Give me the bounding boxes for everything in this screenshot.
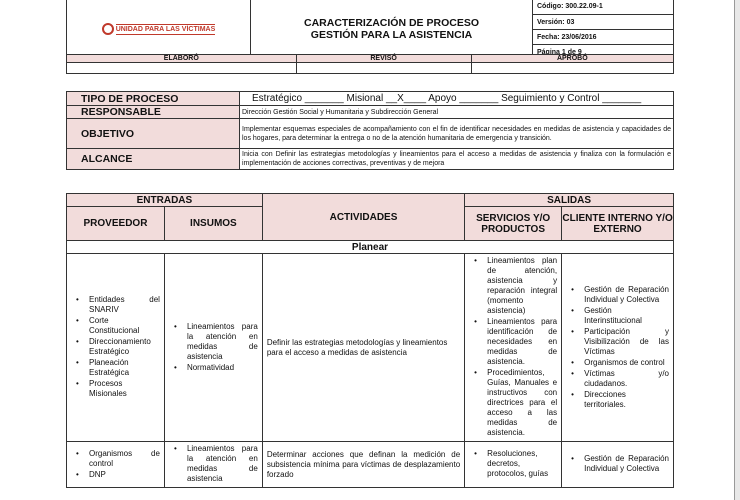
list-item: Lineamientos plan de atención, asistenci…	[469, 256, 557, 316]
list-item: Organismos de control	[71, 449, 160, 469]
scrollbar[interactable]	[734, 0, 740, 500]
list-item: Planeación Estratégica	[71, 358, 160, 378]
servicios-list: Resoluciones, decretos, protocolos, guía…	[469, 449, 557, 479]
logo-text: UNIDAD PARA LAS VÍCTIMAS	[115, 23, 216, 35]
codigo: Código: 300.22.09-1	[532, 0, 674, 15]
servicios-list: Lineamientos plan de atención, asistenci…	[469, 256, 557, 438]
alcance-label: ALCANCE	[66, 148, 240, 170]
list-item: Lineamientos para la atención en medidas…	[169, 444, 258, 484]
actividad-text: Definir las estrategias metodologías y l…	[261, 253, 466, 442]
list-item: Organismos de control	[566, 358, 669, 368]
process-matrix: ENTRADAS ACTIVIDADES SALIDAS PROVEEDOR INSU…	[66, 193, 674, 488]
cliente-header: CLIENTE INTERNO Y/O EXTERNO	[561, 206, 674, 241]
salidas-header: SALIDAS	[464, 193, 674, 207]
logo: UNIDAD PARA LAS VÍCTIMAS	[66, 0, 251, 60]
list-item: Direccionamiento Estratégico	[71, 337, 160, 357]
entradas-header: ENTRADAS	[66, 193, 263, 207]
table-row: Entidades del SNARIVCorte Constitucional…	[66, 253, 674, 442]
insumos-header: INSUMOS	[163, 206, 263, 241]
servicios-header: SERVICIOS Y/O PRODUCTOS	[464, 206, 563, 241]
cliente-list: Gestión de Reparación Individual y Colec…	[566, 285, 669, 410]
fecha: Fecha: 23/06/2016	[532, 29, 674, 45]
reviso-value	[295, 62, 472, 74]
list-item: DNP	[71, 470, 160, 480]
objetivo-value: Implementar esquemas especiales de acomp…	[239, 118, 674, 149]
document-header: UNIDAD PARA LAS VÍCTIMAS CARACTERIZACIÓN…	[66, 0, 674, 60]
list-item: Gestión de Reparación Individual y Colec…	[566, 285, 669, 305]
elaboro-value	[66, 62, 297, 74]
actividad-text: Determinar acciones que definan la medic…	[261, 441, 466, 488]
process-info-table: TIPO DE PROCESO Estratégico _______ Misio…	[66, 91, 674, 170]
list-item: Lineamientos para la atención en medidas…	[169, 322, 258, 362]
cliente-list: Gestión de Reparación Individual y Colec…	[566, 454, 669, 474]
aprobo-value	[470, 62, 675, 74]
proveedor-header: PROVEEDOR	[66, 206, 165, 241]
insumos-list: Lineamientos para la atención en medidas…	[169, 444, 258, 484]
table-row: Organismos de controlDNP Lineamientos pa…	[66, 441, 674, 488]
list-item: Direcciones territoriales.	[566, 390, 669, 410]
list-item: Víctimas y/o ciudadanos.	[566, 369, 669, 389]
coat-of-arms-icon	[101, 23, 114, 35]
document-title: CARACTERIZACIÓN DE PROCESO GESTIÓN PARA L…	[250, 0, 533, 60]
list-item: Gestión Interinstitucional	[566, 306, 669, 326]
list-item: Normatividad	[169, 363, 258, 373]
responsable-value: Dirección Gestión Social y Humanitaria y…	[239, 105, 674, 119]
tipo-value: Estratégico _______ Misional __X____ Apo…	[239, 91, 674, 106]
list-item: Entidades del SNARIV	[71, 295, 160, 315]
proveedor-list: Organismos de controlDNP	[71, 449, 160, 480]
list-item: Participación y Visibilización de las Ví…	[566, 327, 669, 357]
list-item: Corte Constitucional	[71, 316, 160, 336]
list-item: Procedimientos, Guías, Manuales e instru…	[469, 368, 557, 438]
actividades-header: ACTIVIDADES	[261, 193, 466, 241]
version: Versión: 03	[532, 14, 674, 30]
list-item: Gestión de Reparación Individual y Colec…	[566, 454, 669, 474]
proveedor-list: Entidades del SNARIVCorte Constitucional…	[71, 295, 160, 399]
list-item: Procesos Misionales	[71, 379, 160, 399]
alcance-value: Inicia con Definir las estrategias metod…	[239, 148, 674, 170]
objetivo-label: OBJETIVO	[66, 118, 240, 149]
list-item: Resoluciones, decretos, protocolos, guía…	[469, 449, 557, 479]
list-item: Lineamientos para identificación de nece…	[469, 317, 557, 367]
insumos-list: Lineamientos para la atención en medidas…	[169, 322, 258, 373]
aprobo-label: APROBÓ	[470, 54, 675, 63]
elaboro-label: ELABORÓ	[66, 54, 297, 63]
tipo-label: TIPO DE PROCESO	[66, 91, 240, 106]
phase-planear: Planear	[66, 240, 674, 254]
reviso-label: REVISÓ	[295, 54, 472, 63]
signature-table: ELABORÓ REVISÓ APROBÓ	[66, 54, 675, 74]
responsable-label: RESPONSABLE	[66, 105, 240, 119]
